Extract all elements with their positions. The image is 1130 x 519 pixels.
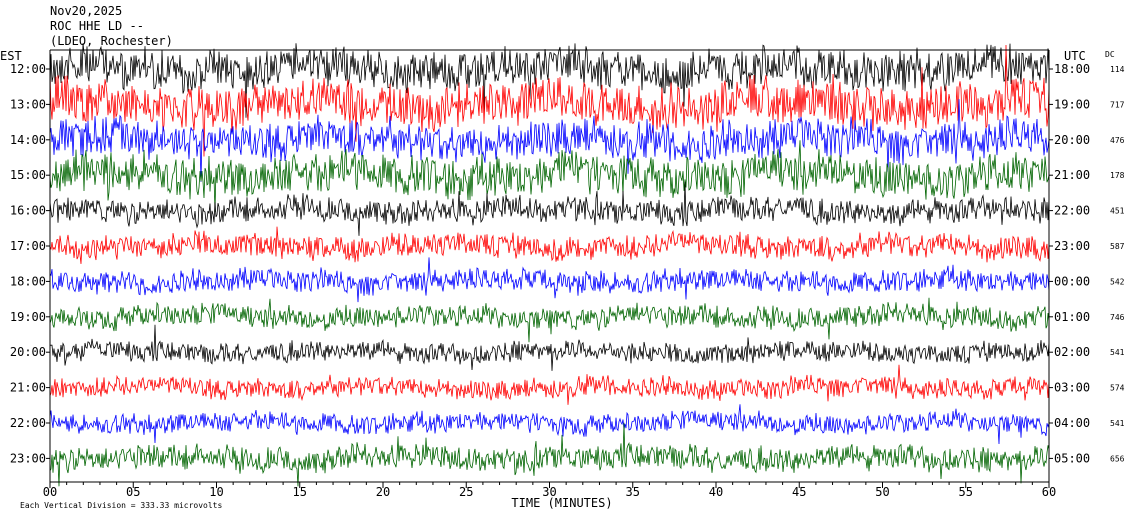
x-tick-label-9: 45 — [792, 485, 806, 499]
x-axis-label: TIME (MINUTES) — [511, 496, 612, 510]
dc-value-10: 541 — [1110, 419, 1125, 428]
dc-label: DC — [1105, 50, 1115, 59]
label-group: Nov20,2025 ROC HHE LD -- (LDEO, Rocheste… — [0, 4, 1125, 510]
x-tick-label-6: 30 — [542, 485, 556, 499]
dc-value-0: 114 — [1110, 65, 1125, 74]
dc-value-11: 656 — [1110, 454, 1125, 463]
est-label-8: 20:00 — [10, 345, 46, 359]
x-tick-label-2: 10 — [209, 485, 223, 499]
trace-row-9 — [49, 364, 1050, 405]
est-label-2: 14:00 — [10, 133, 46, 147]
utc-label-0: 18:00 — [1054, 62, 1090, 76]
trace-row-8 — [49, 324, 1050, 371]
utc-label-10: 04:00 — [1054, 416, 1090, 430]
left-axis-label: EST — [0, 49, 22, 63]
x-tick-label-7: 35 — [626, 485, 640, 499]
utc-label-3: 21:00 — [1054, 168, 1090, 182]
est-label-4: 16:00 — [10, 204, 46, 218]
x-tick-label-3: 15 — [293, 485, 307, 499]
header-location: (LDEO, Rochester) — [50, 34, 173, 48]
footnote: Each Vertical Division = 333.33 microvol… — [20, 501, 222, 510]
trace-row-1 — [49, 44, 1050, 157]
dc-value-3: 178 — [1110, 171, 1125, 180]
dc-value-5: 587 — [1110, 242, 1125, 251]
trace-row-7 — [49, 297, 1050, 343]
trace-row-5 — [49, 226, 1050, 264]
est-label-1: 13:00 — [10, 97, 46, 111]
est-label-6: 18:00 — [10, 274, 46, 288]
trace-group — [49, 43, 1050, 487]
utc-label-8: 02:00 — [1054, 345, 1090, 359]
est-label-11: 23:00 — [10, 451, 46, 465]
trace-row-4 — [49, 181, 1050, 236]
est-label-9: 21:00 — [10, 381, 46, 395]
x-tick-label-4: 20 — [376, 485, 390, 499]
trace-row-11 — [49, 422, 1050, 487]
est-label-5: 17:00 — [10, 239, 46, 253]
dc-value-2: 476 — [1110, 136, 1125, 145]
trace-row-3 — [49, 140, 1050, 212]
utc-label-6: 00:00 — [1054, 274, 1090, 288]
utc-label-7: 01:00 — [1054, 310, 1090, 324]
x-tick-label-5: 25 — [459, 485, 473, 499]
trace-row-6 — [49, 257, 1050, 303]
dc-value-7: 746 — [1110, 313, 1125, 322]
dc-value-6: 542 — [1110, 277, 1125, 286]
header-date: Nov20,2025 — [50, 4, 122, 18]
utc-label-11: 05:00 — [1054, 451, 1090, 465]
utc-label-4: 22:00 — [1054, 204, 1090, 218]
utc-label-9: 03:00 — [1054, 381, 1090, 395]
x-tick-label-10: 50 — [875, 485, 889, 499]
utc-label-1: 19:00 — [1054, 97, 1090, 111]
header-station: ROC HHE LD -- — [50, 19, 144, 33]
right-axis-label: UTC — [1064, 49, 1086, 63]
x-tick-label-11: 55 — [959, 485, 973, 499]
x-tick-label-0: 00 — [43, 485, 57, 499]
est-label-7: 19:00 — [10, 310, 46, 324]
dc-value-8: 541 — [1110, 348, 1125, 357]
trace-row-2 — [49, 99, 1050, 182]
dc-value-4: 451 — [1110, 207, 1125, 216]
utc-label-2: 20:00 — [1054, 133, 1090, 147]
est-label-3: 15:00 — [10, 168, 46, 182]
trace-row-0 — [49, 43, 1050, 118]
x-tick-label-12: 60 — [1042, 485, 1056, 499]
x-tick-label-8: 40 — [709, 485, 723, 499]
est-label-10: 22:00 — [10, 416, 46, 430]
utc-label-5: 23:00 — [1054, 239, 1090, 253]
dc-value-9: 574 — [1110, 384, 1125, 393]
trace-row-10 — [49, 404, 1050, 445]
est-label-0: 12:00 — [10, 62, 46, 76]
plot-frame — [46, 49, 1053, 488]
dc-value-1: 717 — [1110, 100, 1125, 109]
x-tick-label-1: 05 — [126, 485, 140, 499]
